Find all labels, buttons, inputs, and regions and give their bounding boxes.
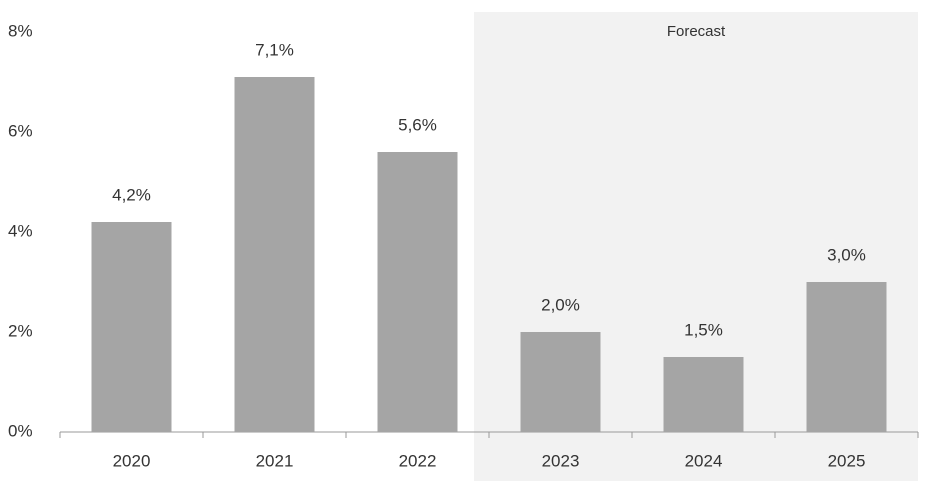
bar — [663, 357, 744, 432]
bar — [91, 222, 172, 432]
y-tick-label: 6% — [8, 121, 33, 140]
x-tick-label: 2023 — [542, 451, 580, 470]
bar — [806, 282, 887, 432]
bar — [377, 152, 458, 432]
y-tick-label: 4% — [8, 221, 33, 240]
x-tick-label: 2020 — [113, 451, 151, 470]
value-label: 7,1% — [255, 40, 294, 59]
forecast-label: Forecast — [667, 23, 726, 40]
y-tick-label: 2% — [8, 321, 33, 340]
value-label: 1,5% — [684, 320, 723, 339]
x-tick-label: 2021 — [256, 451, 294, 470]
y-tick-label: 8% — [8, 21, 33, 40]
bar — [520, 332, 601, 432]
value-label: 3,0% — [827, 245, 866, 264]
x-tick-label: 2025 — [828, 451, 866, 470]
y-tick-label: 0% — [8, 421, 33, 440]
x-tick-label: 2024 — [685, 451, 723, 470]
x-tick-label: 2022 — [399, 451, 437, 470]
bar — [234, 77, 315, 432]
value-label: 5,6% — [398, 115, 437, 134]
value-label: 4,2% — [112, 185, 151, 204]
value-label: 2,0% — [541, 295, 580, 314]
